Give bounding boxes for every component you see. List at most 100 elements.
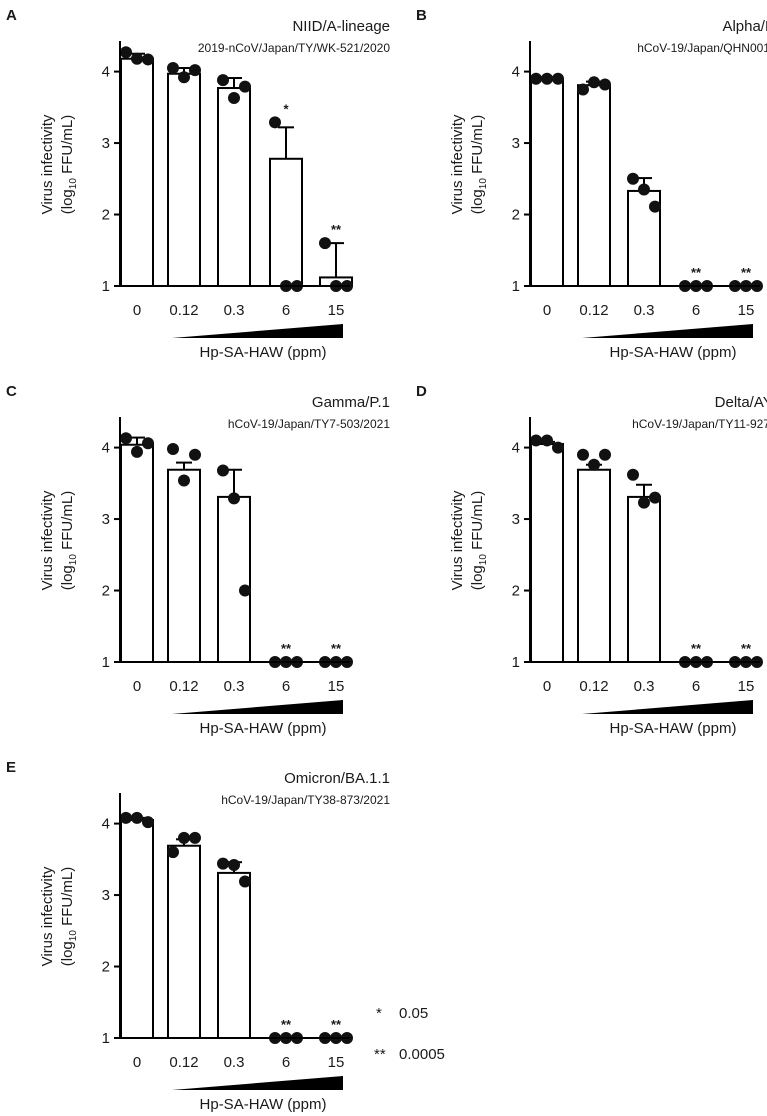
bar-0.3 bbox=[217, 871, 251, 1039]
y-axis-unit-part: (log bbox=[59, 565, 76, 590]
bar-0.3 bbox=[217, 495, 251, 663]
x-tick-label: 6 bbox=[692, 302, 700, 319]
x-tick-label: 0.12 bbox=[169, 678, 198, 695]
data-point bbox=[552, 72, 564, 85]
x-tick-label: 0 bbox=[133, 302, 141, 319]
panel-d: D Delta/AY.122 hCoV-19/Japan/TY11-927/2021… bbox=[416, 383, 767, 737]
y-axis-unit-part: (log bbox=[59, 189, 76, 214]
dose-gradient-wedge bbox=[172, 1076, 343, 1090]
x-tick-label: 0.12 bbox=[169, 1054, 198, 1071]
data-point bbox=[588, 76, 600, 89]
data-point bbox=[552, 441, 564, 454]
data-point bbox=[627, 172, 639, 185]
data-point bbox=[189, 448, 201, 461]
dose-gradient-wedge bbox=[172, 700, 343, 714]
data-point bbox=[228, 92, 240, 105]
data-point bbox=[269, 116, 281, 129]
dose-gradient-wedge bbox=[172, 324, 343, 338]
y-axis-unit: (log10 FFU/mL) bbox=[59, 867, 79, 966]
x-axis-label: Hp-SA-HAW (ppm) bbox=[200, 720, 327, 737]
y-tick-label: 1 bbox=[102, 278, 110, 295]
data-point bbox=[599, 448, 611, 461]
data-point bbox=[167, 846, 179, 859]
significance-marker: ** bbox=[691, 641, 702, 656]
panel-c: C Gamma/P.1 hCoV-19/Japan/TY7-503/2021 1 2 3 4… bbox=[6, 383, 390, 737]
x-tick-label: 6 bbox=[282, 678, 290, 695]
y-tick-label: 4 bbox=[102, 440, 110, 457]
y-axis-unit-part: (log bbox=[59, 941, 76, 966]
y-axis-label: Virus infectivity bbox=[449, 114, 466, 214]
y-axis-unit-subscript: 10 bbox=[478, 178, 489, 190]
significance-marker: ** bbox=[281, 1017, 292, 1032]
y-tick-label: 1 bbox=[102, 654, 110, 671]
bar-0.12 bbox=[167, 844, 201, 1040]
bar-0 bbox=[120, 819, 154, 1039]
x-tick-label: 0.3 bbox=[634, 302, 655, 319]
significance-marker: * bbox=[283, 101, 289, 116]
x-tick-label: 15 bbox=[738, 302, 755, 319]
y-axis-unit-part: (log bbox=[469, 565, 486, 590]
y-axis-label: Virus infectivity bbox=[39, 114, 56, 214]
panel-e: E Omicron/BA.1.1 hCoV-19/Japan/TY38-873/20… bbox=[6, 759, 390, 1113]
data-point bbox=[239, 875, 251, 888]
legend-symbol-1: * bbox=[376, 1005, 382, 1022]
data-point bbox=[530, 434, 542, 447]
data-point bbox=[627, 468, 639, 481]
panel-letter: E bbox=[6, 759, 16, 776]
x-tick-label: 0 bbox=[543, 302, 551, 319]
legend-value-1: 0.05 bbox=[399, 1005, 428, 1022]
panel-letter: C bbox=[6, 383, 17, 400]
x-tick-label: 15 bbox=[738, 678, 755, 695]
legend-symbol-2: ** bbox=[374, 1046, 386, 1063]
panel-letter: D bbox=[416, 383, 427, 400]
significance-marker: ** bbox=[741, 265, 752, 280]
data-point bbox=[649, 200, 661, 213]
panel-letter: A bbox=[6, 7, 17, 24]
data-point bbox=[217, 74, 229, 87]
panel-letter: B bbox=[416, 7, 427, 24]
y-axis-label: Virus infectivity bbox=[39, 490, 56, 590]
data-point bbox=[649, 491, 661, 504]
dose-gradient-wedge bbox=[582, 700, 753, 714]
y-axis-unit-subscript: 10 bbox=[68, 178, 79, 190]
data-point bbox=[239, 80, 251, 93]
x-tick-label: 0.3 bbox=[224, 302, 245, 319]
bar-0 bbox=[120, 443, 154, 663]
y-axis-unit-part: FFU/mL) bbox=[59, 491, 76, 554]
bar-0.12 bbox=[167, 72, 201, 288]
y-axis-unit: (log10 FFU/mL) bbox=[469, 491, 489, 590]
y-axis-unit-part: FFU/mL) bbox=[59, 115, 76, 178]
x-tick-label: 0 bbox=[543, 678, 551, 695]
y-tick-label: 4 bbox=[102, 64, 110, 81]
y-axis-unit-part: FFU/mL) bbox=[469, 491, 486, 554]
data-point bbox=[217, 857, 229, 870]
x-tick-label: 6 bbox=[282, 1054, 290, 1071]
x-tick-label: 15 bbox=[328, 302, 345, 319]
bar-0 bbox=[530, 78, 564, 287]
bar-0.12 bbox=[167, 468, 201, 664]
panel-subtitle: 2019-nCoV/Japan/TY/WK-521/2020 bbox=[198, 41, 390, 55]
y-tick-label: 2 bbox=[102, 583, 110, 600]
y-axis-unit: (log10 FFU/mL) bbox=[469, 115, 489, 214]
x-tick-label: 6 bbox=[692, 678, 700, 695]
y-axis-unit-part: FFU/mL) bbox=[59, 867, 76, 930]
dose-gradient-wedge bbox=[582, 324, 753, 338]
x-axis-label: Hp-SA-HAW (ppm) bbox=[200, 1096, 327, 1113]
significance-marker: ** bbox=[741, 641, 752, 656]
panel-title: Delta/AY.122 bbox=[715, 394, 767, 411]
data-point bbox=[167, 62, 179, 75]
data-point bbox=[228, 859, 240, 872]
legend-value-2: 0.0005 bbox=[399, 1046, 445, 1063]
bar-0.12 bbox=[577, 468, 611, 664]
panel-title: Omicron/BA.1.1 bbox=[284, 770, 390, 787]
y-tick-label: 3 bbox=[512, 511, 520, 528]
data-point bbox=[178, 831, 190, 844]
significance-marker: ** bbox=[691, 265, 702, 280]
y-tick-label: 3 bbox=[512, 135, 520, 152]
bar-0.3 bbox=[627, 495, 661, 663]
y-tick-label: 1 bbox=[512, 654, 520, 671]
y-tick-label: 2 bbox=[102, 959, 110, 976]
data-point bbox=[167, 443, 179, 456]
x-tick-label: 15 bbox=[328, 1054, 345, 1071]
